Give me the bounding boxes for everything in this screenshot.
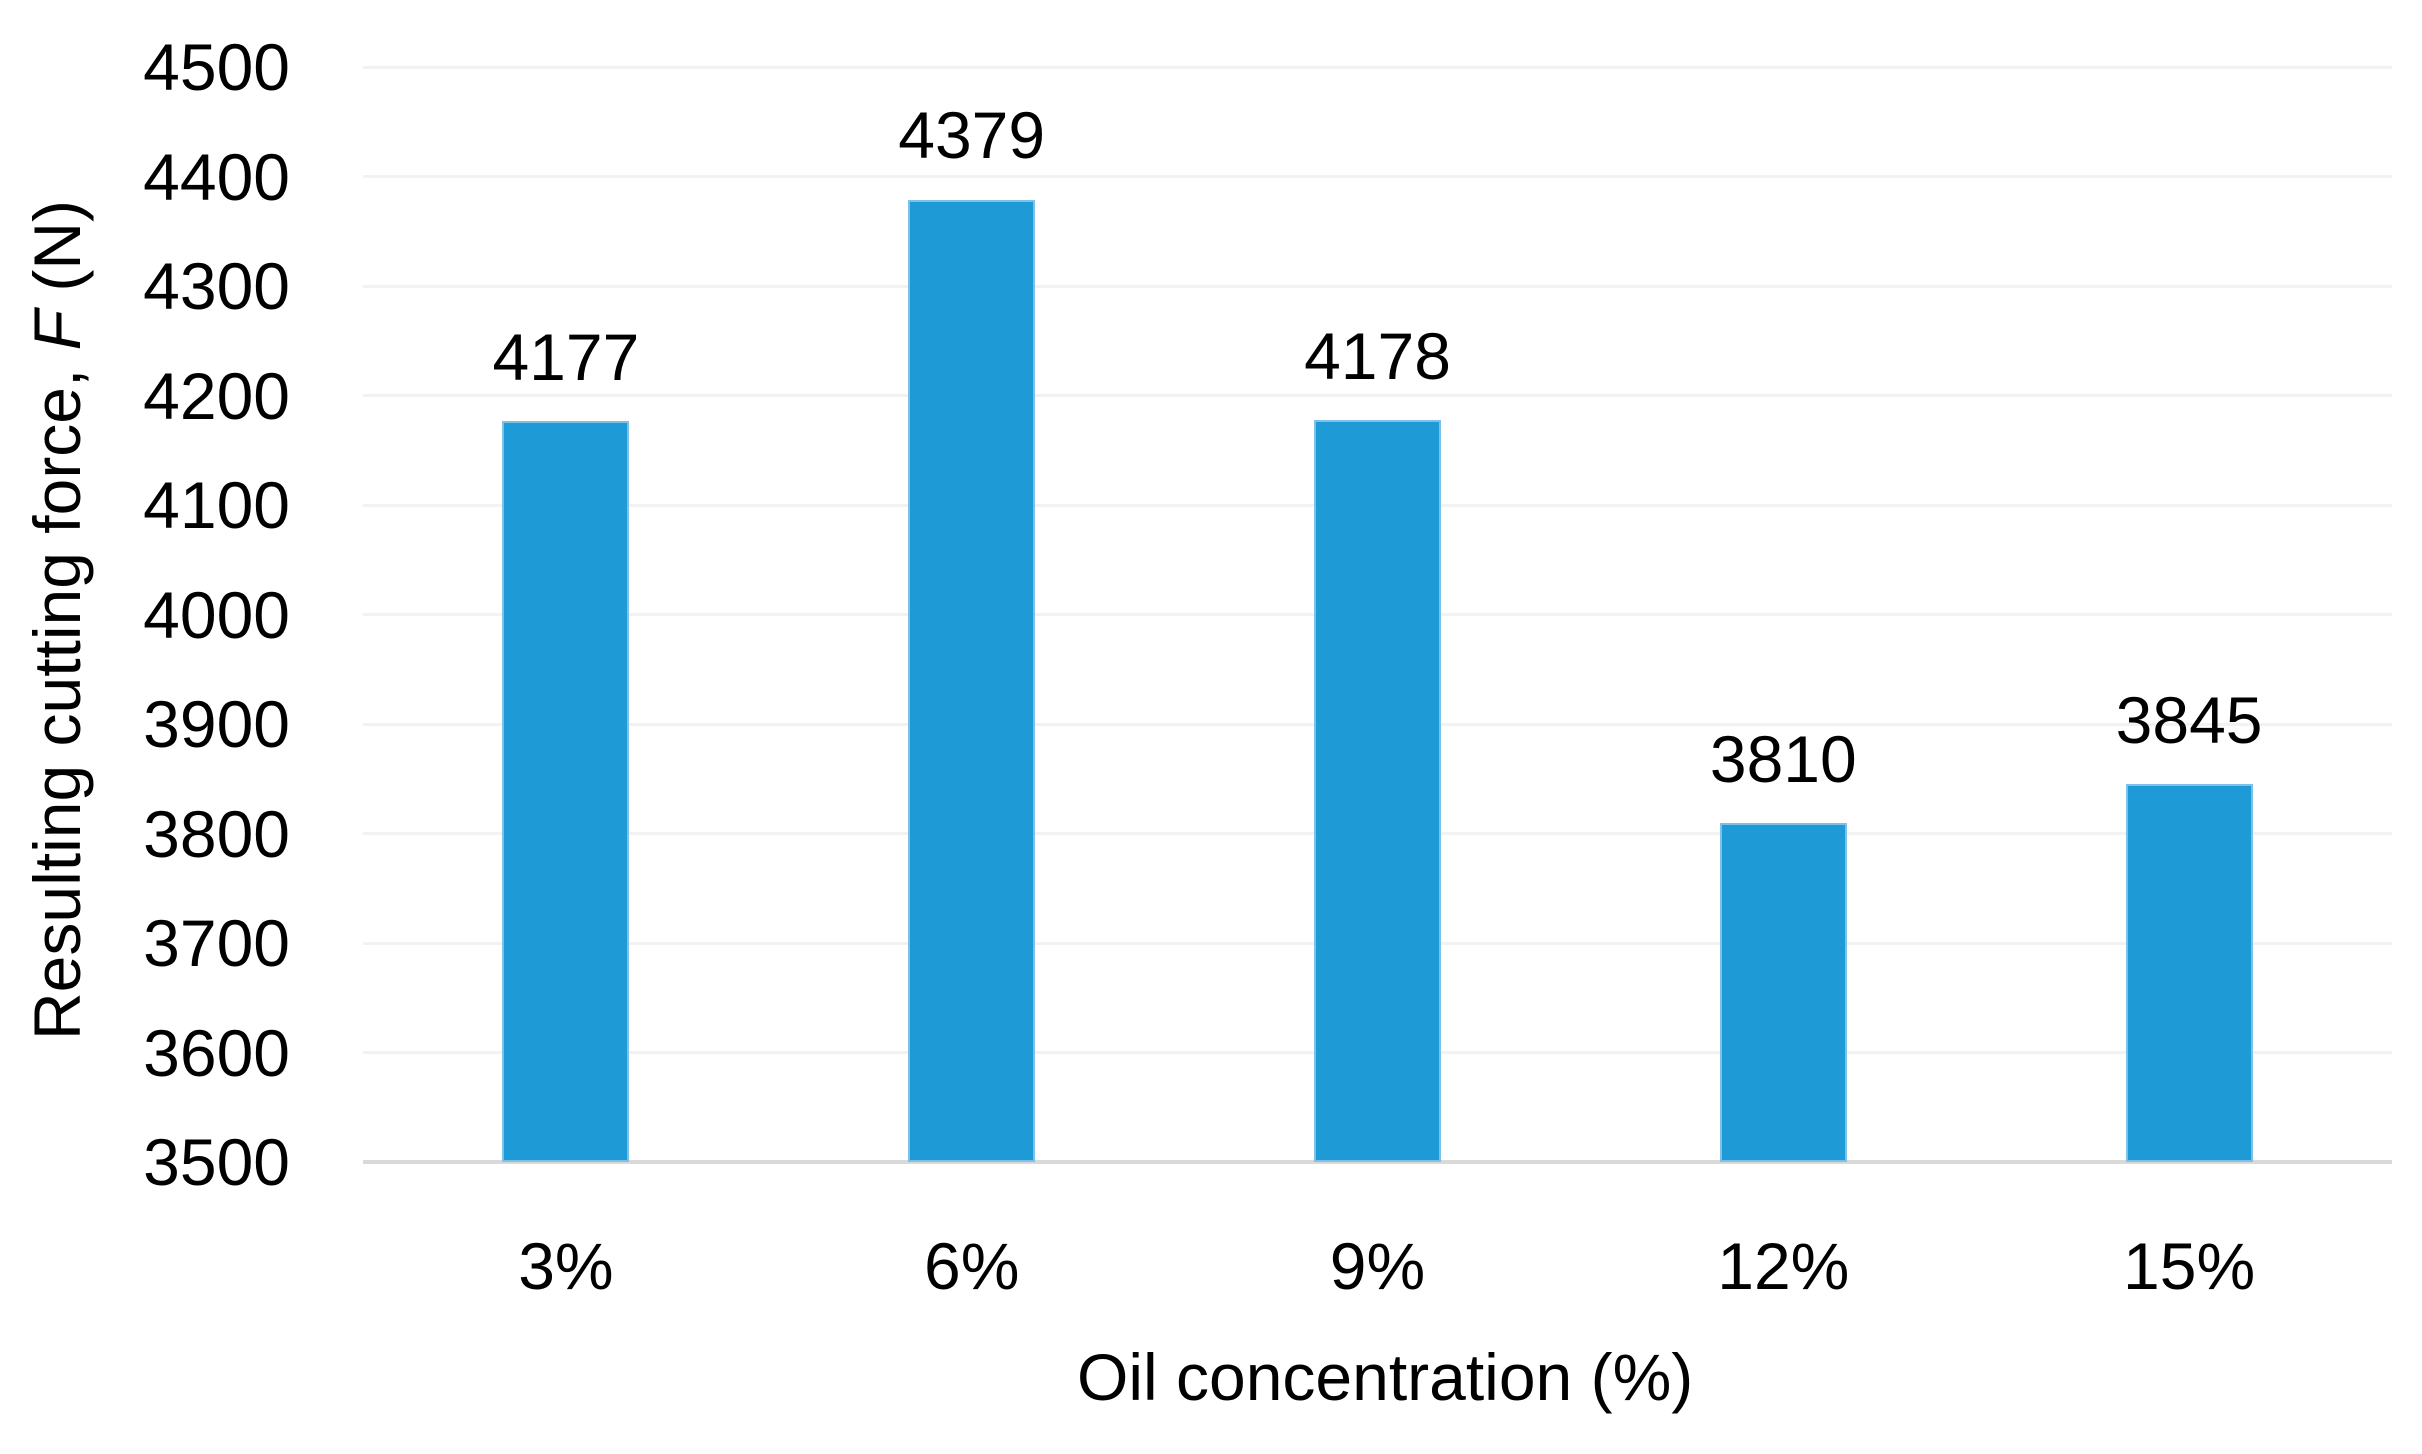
x-axis-line <box>363 1160 2392 1164</box>
y-tick-label: 3900 <box>143 687 290 761</box>
y-tick-label: 3700 <box>143 906 290 980</box>
bar <box>2125 784 2253 1162</box>
x-axis-title: Oil concentration (%) <box>1077 1340 1694 1414</box>
y-tick-label: 4500 <box>143 30 290 104</box>
bar-value-label: 3810 <box>1709 721 1857 796</box>
y-tick-label: 3800 <box>143 796 290 871</box>
y-tick-label: 3500 <box>143 1125 290 1199</box>
bar-value-label: 4178 <box>1304 318 1451 393</box>
bar-value-label: 3845 <box>2115 683 2263 758</box>
bar-value-label: 4177 <box>492 319 640 394</box>
gridline <box>363 175 2392 178</box>
bar <box>1719 822 1847 1162</box>
bar <box>908 199 1036 1162</box>
gridline <box>363 284 2392 288</box>
y-tick-label: 4300 <box>143 249 290 323</box>
y-tick-label: 4000 <box>143 577 290 652</box>
x-tick-label: 9% <box>1329 1229 1426 1303</box>
y-tick-label: 4100 <box>143 468 290 542</box>
bar <box>1314 419 1441 1162</box>
bar <box>502 420 630 1162</box>
x-tick-label: 6% <box>923 1229 1020 1303</box>
y-tick-label: 4200 <box>143 358 290 433</box>
x-tick-label: 3% <box>518 1229 614 1303</box>
gridline <box>363 394 2392 397</box>
plot-area: 4177 4379 4178 3810 3845 <box>363 65 2392 1164</box>
gridline <box>363 65 2392 69</box>
bar-value-label: 4379 <box>898 98 1046 173</box>
y-tick-label: 4400 <box>143 139 290 214</box>
x-tick-label: 15% <box>2123 1229 2256 1303</box>
y-tick-label: 3600 <box>143 1015 290 1090</box>
x-tick-label: 12% <box>1717 1229 1850 1303</box>
